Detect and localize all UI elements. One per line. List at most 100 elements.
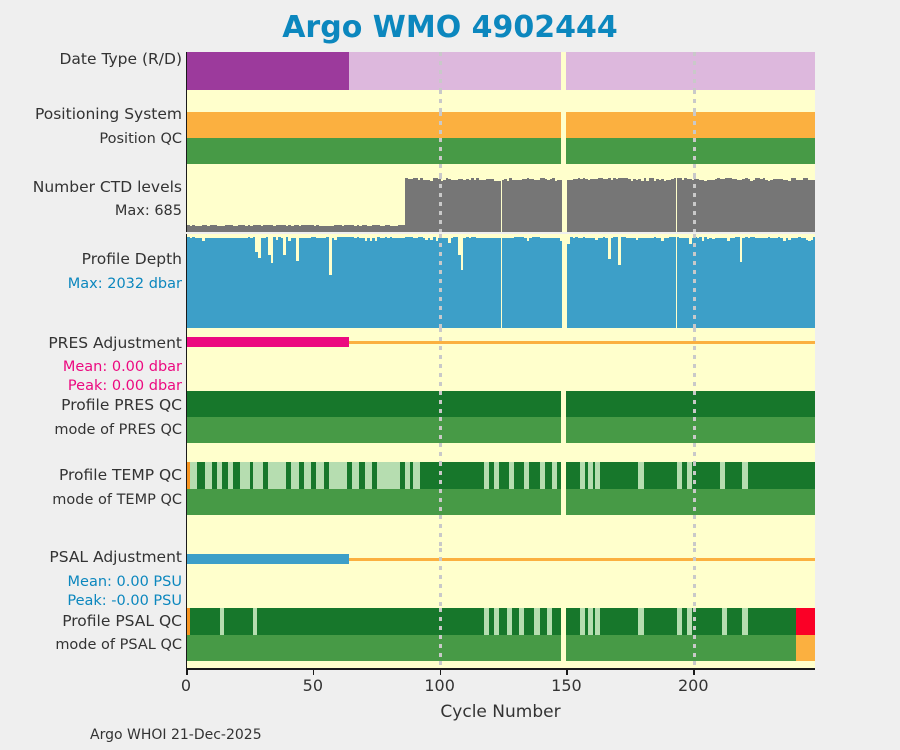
ctd-levels-bar: [316, 224, 319, 232]
profile-depth-bar: [724, 237, 728, 328]
profile-depth-bar: [240, 238, 243, 328]
profile-depth-bar: [712, 238, 715, 328]
page-title: Argo WMO 4902444: [282, 10, 618, 45]
profile-depth-bar: [567, 243, 570, 328]
ctd-levels-bar: [706, 180, 710, 232]
ctd-levels-bar: [323, 225, 327, 232]
profile-depth-bar: [757, 237, 761, 328]
profile-depth-bar: [521, 237, 525, 328]
ctd-levels-bar: [648, 178, 652, 232]
ctd-levels-bar: [689, 179, 692, 232]
profile-depth-bar: [268, 255, 271, 328]
ctd-levels-bar: [580, 179, 583, 232]
gridline-200: [692, 548, 696, 608]
row-label-pres-mean: Mean: 0.00 dbar: [62, 359, 182, 375]
ctd-levels-bar: [240, 224, 243, 232]
gridline-200: [692, 489, 696, 515]
x-tick-mark: [186, 668, 188, 675]
profile-depth-bar: [217, 238, 220, 328]
row-label-profile-temp-qc: Profile TEMP QC: [58, 466, 182, 484]
gridline-200: [692, 443, 696, 462]
ctd-levels-bar: [450, 180, 454, 232]
ctd-levels-bar: [775, 178, 778, 232]
profile-depth-bar: [717, 238, 720, 328]
ctd-levels-bar: [575, 179, 578, 232]
profile-depth-bar: [465, 237, 469, 328]
ctd-levels-bar: [278, 224, 281, 232]
ctd-levels-bar: [681, 179, 685, 232]
ctd-levels-bar: [506, 180, 510, 232]
profile-depth-bar: [630, 237, 634, 328]
profile-depth-bar: [405, 237, 408, 328]
ctd-levels-bar: [793, 177, 796, 232]
profile-depth-bar: [648, 237, 652, 328]
profile-depth-bar: [752, 237, 756, 328]
ctd-levels-bar: [247, 225, 251, 232]
profile-depth-bar: [483, 237, 487, 328]
gridline-100: [439, 234, 443, 328]
panel-position-qc: [186, 138, 815, 164]
ctd-levels-bar: [717, 177, 720, 232]
profile-depth-bar: [524, 237, 527, 328]
ctd-levels-bar: [585, 179, 588, 232]
ctd-levels-bar: [209, 224, 213, 232]
mode-psal-qc-flagged-segment: [795, 635, 815, 661]
ctd-levels-bar: [445, 178, 449, 232]
row-label-psal-peak: Peak: -0.00 PSU: [67, 593, 182, 609]
profile-depth-bar: [400, 237, 403, 328]
gridline-200: [692, 417, 696, 443]
profile-depth-bar: [760, 237, 763, 328]
ctd-levels-bar: [661, 179, 664, 232]
panel-pres-adjustment: [186, 328, 815, 391]
profile-depth-bar: [613, 237, 616, 328]
profile-depth-bar: [580, 237, 583, 328]
profile-depth-bar: [316, 238, 319, 328]
profile-depth-bar: [704, 237, 707, 328]
profile-depth-bar: [235, 238, 238, 328]
profile-pres-qc-segment: [187, 391, 562, 417]
gridline-100: [439, 489, 443, 515]
ctd-levels-bar: [339, 224, 342, 232]
profile-depth-bar: [511, 237, 515, 328]
ctd-levels-bar: [405, 178, 408, 232]
ctd-levels-bar: [529, 178, 532, 232]
ctd-levels-bar: [638, 178, 641, 232]
profile-depth-bar: [458, 255, 461, 328]
ctd-levels-bar: [430, 180, 433, 232]
ctd-levels-bar: [724, 178, 728, 232]
mode-temp-qc-segment: [566, 489, 815, 515]
profile-depth-bar: [313, 237, 317, 328]
profile-depth-bar: [189, 238, 193, 328]
profile-depth-bar: [519, 237, 522, 328]
ctd-levels-bar: [410, 179, 413, 232]
profile-depth-bar: [734, 237, 738, 328]
profile-psal-qc-probably-good: [219, 608, 224, 635]
row-label-mode-temp-qc: mode of TEMP QC: [52, 492, 182, 508]
profile-depth-bar: [392, 237, 395, 328]
ctd-levels-bar: [742, 179, 745, 232]
profile-psal-qc-probably-good: [483, 608, 489, 635]
profile-depth-bar: [582, 237, 586, 328]
profile-depth-bar: [204, 238, 208, 328]
profile-depth-bar: [225, 238, 228, 328]
profile-depth-bar: [803, 238, 806, 328]
gridline-100: [439, 164, 443, 175]
panel-date-type: [186, 52, 815, 90]
profile-depth-bar: [258, 258, 261, 328]
profile-depth-bar: [237, 238, 241, 328]
profile-depth-bar: [232, 237, 236, 328]
panel-mode-temp-qc: [186, 489, 815, 515]
ctd-levels-bar: [514, 180, 517, 232]
profile-temp-qc-probably-good: [329, 462, 347, 489]
ctd-levels-bar: [202, 224, 205, 232]
profile-depth-bar: [387, 238, 390, 328]
ctd-levels-bar: [367, 225, 370, 232]
profile-temp-qc-probably-good: [377, 462, 401, 489]
ctd-levels-bar: [463, 179, 466, 232]
ctd-levels-bar: [265, 225, 269, 232]
profile-depth-bar: [572, 238, 576, 328]
ctd-levels-bar: [384, 225, 388, 232]
panel-date-type-pad: [186, 90, 815, 112]
profile-depth-bar: [242, 237, 246, 328]
profile-depth-bar: [402, 238, 406, 328]
